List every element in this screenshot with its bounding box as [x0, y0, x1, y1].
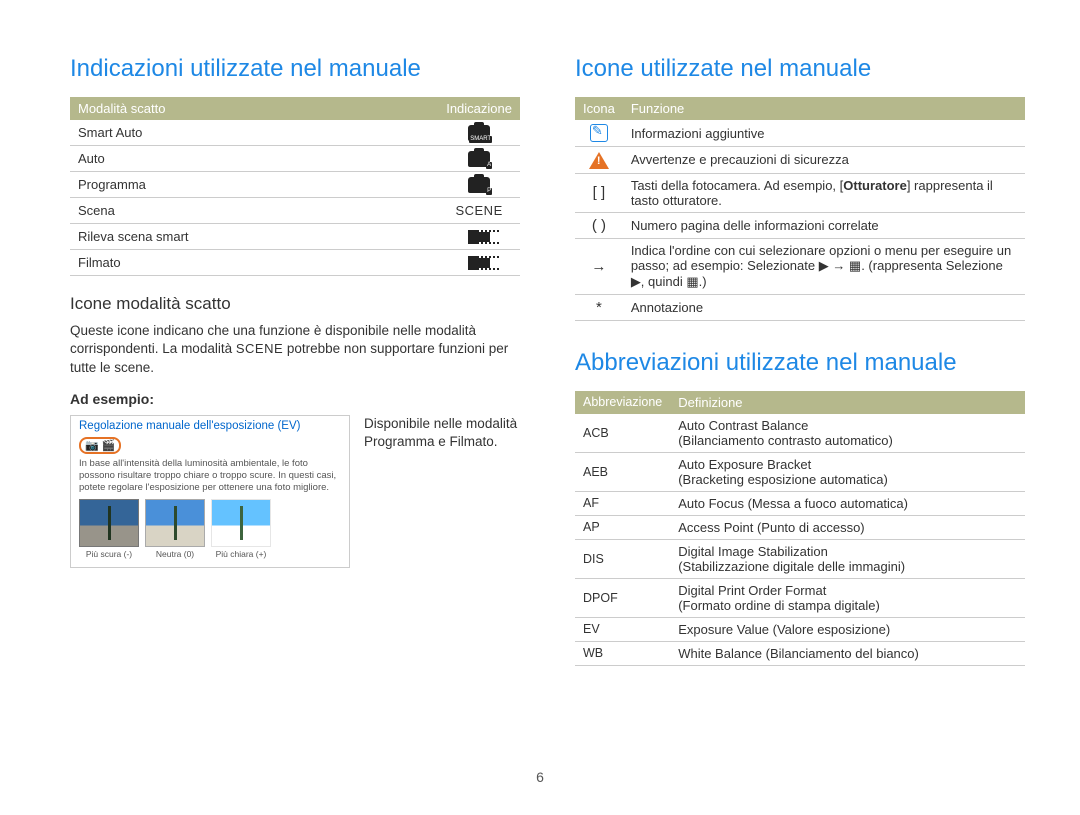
icons-th-0: Icona [575, 97, 623, 120]
camera-program-icon: P [438, 172, 520, 198]
example-thumbs: Più scura (-) Neutra (0) Più chiara (+) [79, 499, 341, 559]
icon-desc: Avvertenze e precauzioni di sicurezza [623, 147, 1025, 174]
right-top-title: Icone utilizzate nel manuale [575, 55, 1025, 83]
thumb-label: Più chiara (+) [211, 549, 271, 559]
example-mode-icons: 📷 🎬 [79, 437, 121, 454]
abbr-th-0: Abbreviazione [575, 391, 670, 414]
left-title: Indicazioni utilizzate nel manuale [70, 55, 520, 83]
example-note: In base all'intensità della luminosità a… [79, 458, 341, 494]
abbr-def: White Balance (Bilanciamento del bianco) [670, 641, 1025, 665]
icon-desc: Numero pagina delle informazioni correla… [623, 212, 1025, 238]
abbr-table: Abbreviazione Definizione ACBAuto Contra… [575, 391, 1025, 666]
info-icon [575, 120, 623, 147]
warning-icon [575, 147, 623, 174]
thumb-neutral: Neutra (0) [145, 499, 205, 559]
example-row: Regolazione manuale dell'esposizione (EV… [70, 415, 520, 569]
icon-desc: Tasti della fotocamera. Ad esempio, [Ott… [623, 173, 1025, 212]
abbr: AF [575, 491, 670, 515]
camera-auto-icon: A [438, 146, 520, 172]
icons-th-1: Funzione [623, 97, 1025, 120]
arrow-icon: → [575, 238, 623, 294]
mode-label: Programma [70, 172, 438, 198]
abbr: AP [575, 515, 670, 539]
icon-desc: Indica l'ordine con cui selezionare opzi… [623, 238, 1025, 294]
modes-table: Modalità scatto Indicazione Smart AutoSM… [70, 97, 520, 276]
brackets-icon: [ ] [575, 173, 623, 212]
example-box: Regolazione manuale dell'esposizione (EV… [70, 415, 350, 569]
mode-label: Rileva scena smart [70, 224, 438, 250]
scene-icon: SCENE [438, 198, 520, 224]
mode-label: Scena [70, 198, 438, 224]
example-box-title: Regolazione manuale dell'esposizione (EV… [79, 420, 341, 432]
abbr-def: Digital Print Order Format(Formato ordin… [670, 578, 1025, 617]
abbr: EV [575, 617, 670, 641]
abbr: ACB [575, 414, 670, 453]
right-column: Icone utilizzate nel manuale Icona Funzi… [575, 55, 1025, 666]
mode-label: Filmato [70, 250, 438, 276]
icon-desc: Informazioni aggiuntive [623, 120, 1025, 147]
mode-label: Smart Auto [70, 120, 438, 146]
movie-smart-icon [438, 224, 520, 250]
abbr: AEB [575, 452, 670, 491]
right-bottom-title: Abbreviazioni utilizzate nel manuale [575, 349, 1025, 377]
page-content: Indicazioni utilizzate nel manuale Modal… [0, 0, 1080, 666]
abbr-def: Auto Contrast Balance(Bilanciamento cont… [670, 414, 1025, 453]
abbr-def: Access Point (Punto di accesso) [670, 515, 1025, 539]
thumb-lighter: Più chiara (+) [211, 499, 271, 559]
abbr: DIS [575, 539, 670, 578]
example-label: Ad esempio: [70, 391, 520, 407]
sub1-title: Icone modalità scatto [70, 294, 520, 314]
thumb-label: Più scura (-) [79, 549, 139, 559]
page-number: 6 [536, 769, 544, 785]
modes-th-1: Indicazione [438, 97, 520, 120]
mode-label: Auto [70, 146, 438, 172]
abbr-def: Auto Exposure Bracket(Bracketing esposiz… [670, 452, 1025, 491]
abbr-def: Digital Image Stabilization(Stabilizzazi… [670, 539, 1025, 578]
icon-desc: Annotazione [623, 294, 1025, 320]
abbr-def: Exposure Value (Valore esposizione) [670, 617, 1025, 641]
scene-inline-icon: SCENE [236, 341, 283, 356]
abbr-def: Auto Focus (Messa a fuoco automatica) [670, 491, 1025, 515]
left-column: Indicazioni utilizzate nel manuale Modal… [70, 55, 520, 666]
abbr: DPOF [575, 578, 670, 617]
thumb-label: Neutra (0) [145, 549, 205, 559]
icons-table: Icona Funzione Informazioni aggiuntive A… [575, 97, 1025, 321]
thumb-darker: Più scura (-) [79, 499, 139, 559]
modes-th-0: Modalità scatto [70, 97, 438, 120]
camera-smart-icon: SMART [438, 120, 520, 146]
movie-icon [438, 250, 520, 276]
asterisk-icon: * [575, 294, 623, 320]
abbr-th-1: Definizione [670, 391, 1025, 414]
example-caption: Disponibile nelle modalità Programma e F… [364, 415, 520, 569]
sub1-body: Queste icone indicano che una funzione è… [70, 322, 520, 377]
parens-icon: ( ) [575, 212, 623, 238]
abbr: WB [575, 641, 670, 665]
